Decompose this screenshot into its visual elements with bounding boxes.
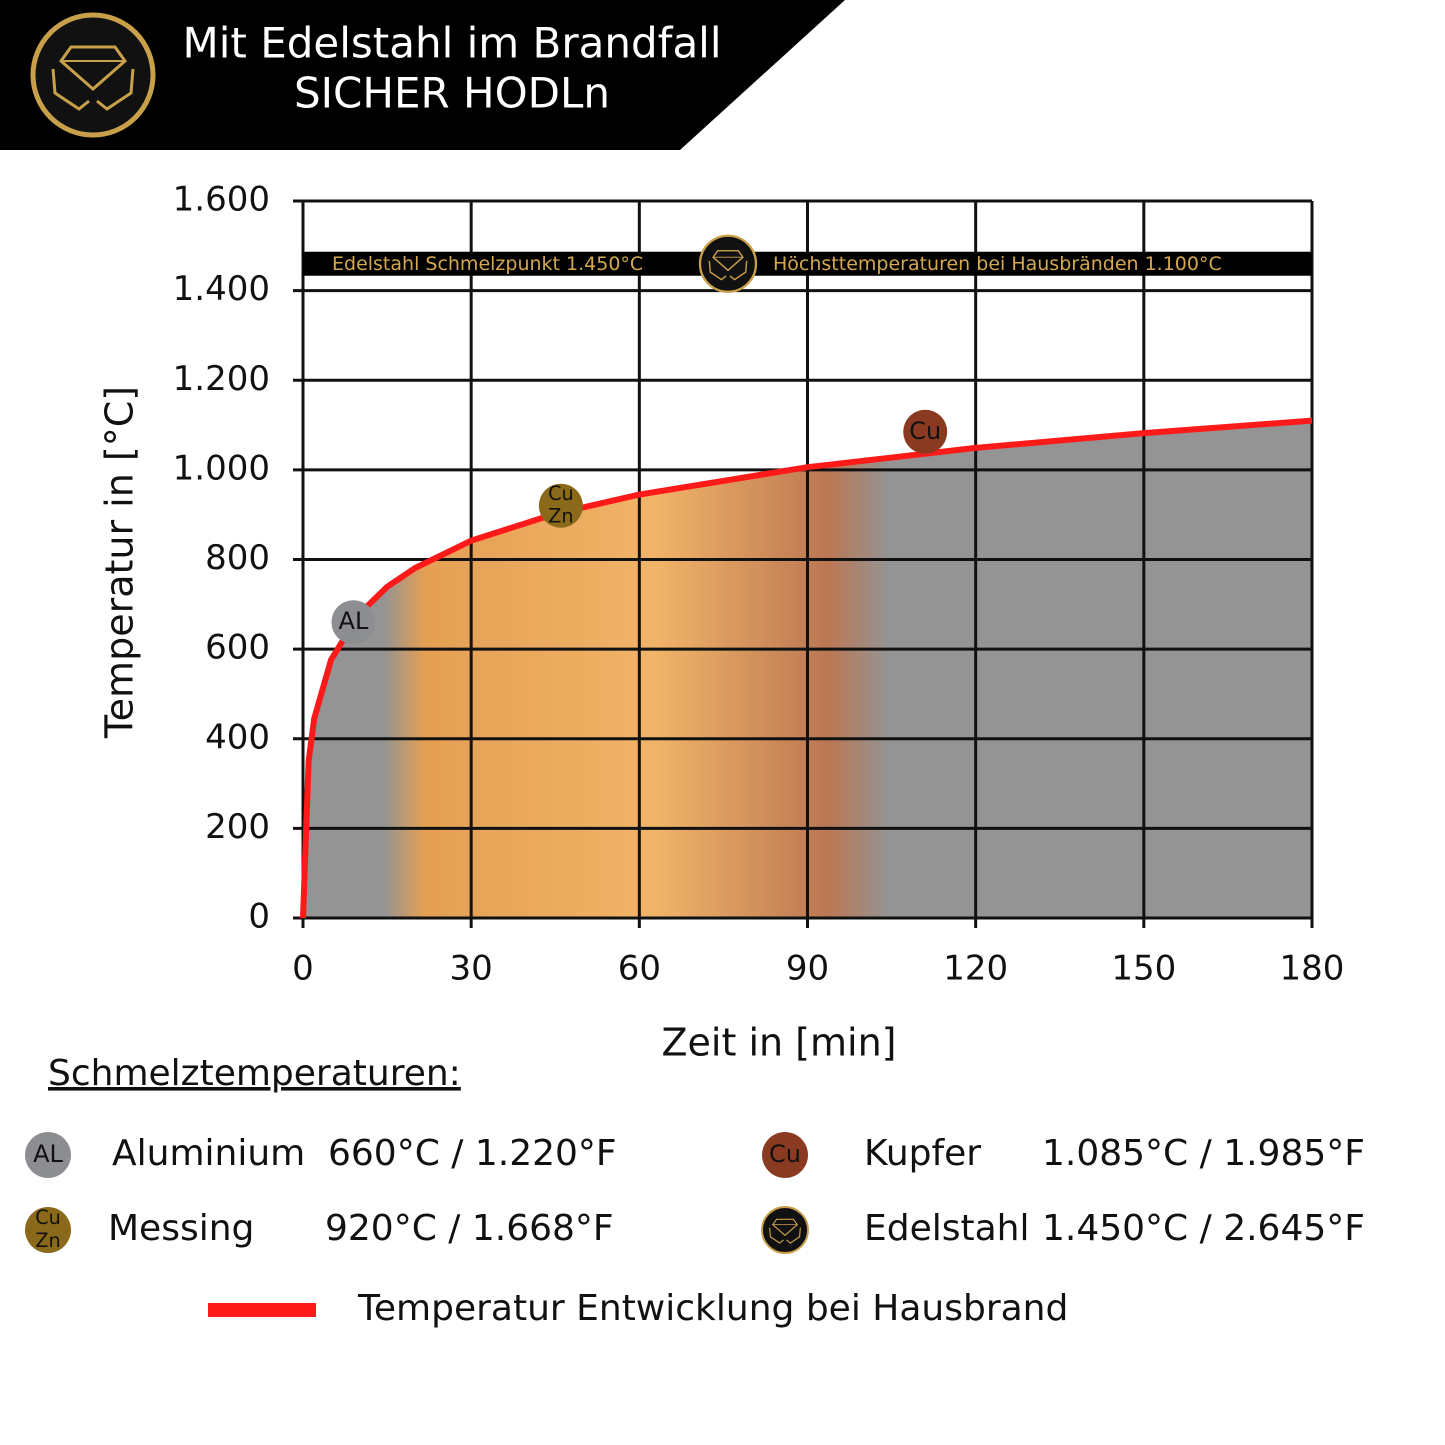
badge-label: Cu	[548, 482, 574, 505]
badge	[331, 600, 376, 645]
logo-ring	[30, 12, 156, 138]
header-background	[0, 0, 845, 150]
logo-ring	[761, 1206, 809, 1254]
x-tick-label: 180	[1280, 949, 1345, 989]
x-axis-label: Zeit in [min]	[662, 1021, 897, 1065]
logo-ring	[698, 234, 758, 293]
badge-label: Zn	[548, 505, 573, 528]
x-tick-label: 90	[786, 949, 829, 989]
x-tick-label: 60	[618, 949, 661, 989]
y-tick-label: 1.200	[173, 359, 270, 399]
x-tick-label: 150	[1111, 949, 1176, 989]
logo-diamond	[712, 249, 744, 272]
x-tick-label: 0	[292, 949, 314, 989]
y-tick-label: 1.600	[173, 180, 270, 220]
badge-label: Cu	[769, 1140, 801, 1168]
logo-hands	[51, 68, 90, 111]
badge	[762, 1132, 808, 1178]
badge	[538, 483, 583, 528]
legend-heading: Schmelztemperaturen:	[48, 1053, 461, 1094]
legend-name: Kupfer	[864, 1133, 981, 1174]
logo-hands	[729, 260, 748, 281]
x-tick-label: 30	[450, 949, 493, 989]
logo-hands	[786, 1227, 801, 1244]
title: Mit Edelstahl im Brandfall	[182, 19, 721, 68]
y-tick-label: 400	[205, 717, 270, 757]
logo-hands	[96, 68, 135, 111]
logo-hands	[708, 260, 727, 281]
badge-label: AL	[33, 1140, 63, 1168]
y-tick-label: 1.400	[173, 269, 270, 309]
badge-label: Cu	[35, 1206, 61, 1229]
y-tick-label: 600	[205, 628, 270, 668]
logo	[30, 12, 156, 138]
legend-label: Temperatur Entwicklung bei Hausbrand	[357, 1288, 1068, 1329]
legend-name: Edelstahl	[864, 1208, 1030, 1249]
badge	[903, 409, 948, 454]
badge-label: AL	[339, 607, 369, 635]
logo-diamond	[58, 45, 128, 91]
title: SICHER HODLn	[294, 69, 610, 118]
logo-diamond	[771, 1218, 799, 1237]
x-tick-label: 120	[943, 949, 1008, 989]
logo	[698, 234, 758, 293]
badge	[25, 1207, 71, 1253]
logo-hands	[769, 1227, 784, 1244]
y-tick-label: 1.000	[173, 448, 270, 488]
legend-name: Aluminium	[112, 1133, 305, 1174]
band	[303, 251, 1312, 276]
y-axis-label: Temperatur in [°C]	[98, 386, 142, 739]
legend-name: Messing	[108, 1208, 254, 1249]
legend-temps: 920°C / 1.668°F	[325, 1208, 614, 1249]
legend-temps: 660°C / 1.220°F	[328, 1133, 617, 1174]
legend-temps: 1.450°C / 2.645°F	[1042, 1208, 1365, 1249]
y-tick-label: 0	[248, 897, 270, 937]
legend-temps: 1.085°C / 1.985°F	[1042, 1133, 1365, 1174]
band-text: Höchsttemperaturen bei Hausbränden 1.100…	[773, 253, 1222, 275]
badge-label: Cu	[909, 417, 941, 445]
line	[300, 417, 1313, 919]
band-text: Edelstahl Schmelzpunkt 1.450°C	[332, 253, 643, 275]
badge-label: Zn	[35, 1229, 60, 1252]
y-tick-label: 800	[205, 538, 270, 578]
badge	[25, 1132, 71, 1178]
y-tick-label: 200	[205, 807, 270, 847]
logo	[761, 1206, 809, 1254]
